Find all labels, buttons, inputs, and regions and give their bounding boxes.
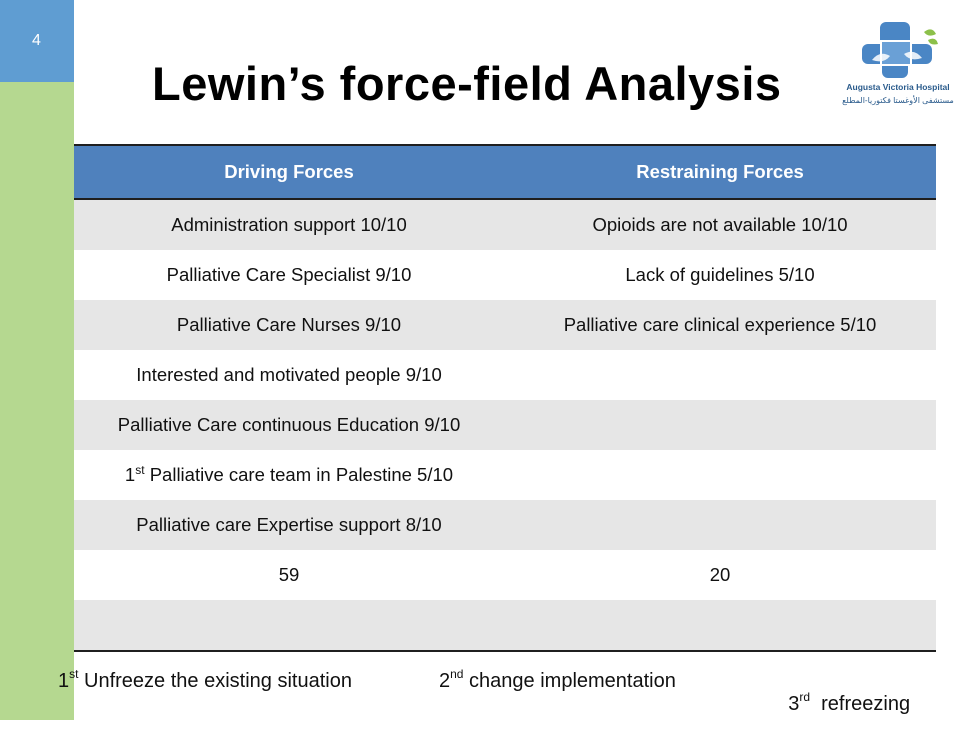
restraining-force-cell	[504, 350, 936, 400]
table-row: 1st Palliative care team in Palestine 5/…	[74, 450, 936, 500]
driving-force-text: Palliative care team in Palestine 5/10	[144, 464, 454, 486]
restraining-total-cell: 20	[504, 550, 936, 600]
driving-forces-header: Driving Forces	[74, 144, 504, 200]
ordinal-number: 1	[124, 464, 136, 486]
stage-refreeze: 3rd refreezing	[766, 670, 910, 739]
slide-number: 4	[0, 0, 74, 82]
driving-total-cell: 59	[74, 550, 504, 600]
stage-text: refreezing	[810, 693, 911, 715]
driving-force-cell: Palliative Care continuous Education 9/1…	[74, 400, 504, 450]
force-field-table: Driving Forces Restraining Forces Admini…	[74, 144, 936, 652]
stage-text: change implementation	[463, 670, 676, 692]
driving-force-cell: Palliative Care Specialist 9/10	[74, 250, 504, 300]
driving-force-cell: Administration support 10/10	[74, 199, 504, 250]
stage-ordinal: 1	[58, 670, 70, 692]
table-row: Palliative Care continuous Education 9/1…	[74, 400, 936, 450]
restraining-force-cell	[504, 600, 936, 652]
stage-unfreeze: 1st Unfreeze the existing situation	[58, 667, 352, 693]
change-stages: 1st Unfreeze the existing situation 2nd …	[0, 667, 960, 715]
restraining-force-cell: Opioids are not available 10/10	[504, 199, 936, 250]
table-header-row: Driving Forces Restraining Forces	[74, 144, 936, 200]
slide-number-text: 4	[32, 32, 41, 49]
stage-ordinal-suffix: st	[69, 667, 79, 681]
driving-force-cell: Palliative care Expertise support 8/10	[74, 500, 504, 550]
table-row	[74, 600, 936, 652]
ordinal-suffix: st	[135, 463, 145, 478]
slide-title: Lewin’s force-field Analysis	[152, 57, 782, 110]
driving-force-cell: Interested and motivated people 9/10	[74, 350, 504, 400]
logo-name-english: Augusta Victoria Hospital	[846, 82, 950, 92]
driving-force-cell: 1st Palliative care team in Palestine 5/…	[74, 450, 504, 500]
left-sidebar-band	[0, 0, 74, 720]
stage-change: 2nd change implementation	[439, 667, 676, 693]
driving-force-cell: Palliative Care Nurses 9/10	[74, 300, 504, 350]
restraining-force-cell	[504, 450, 936, 500]
logo-name-arabic: مستشفى الأوغستا فكتوريا-المطلع	[842, 96, 954, 105]
table-row: Administration support 10/10 Opioids are…	[74, 199, 936, 250]
restraining-forces-header: Restraining Forces	[504, 144, 936, 200]
stage-ordinal: 2	[439, 670, 451, 692]
table-row: Palliative care Expertise support 8/10	[74, 500, 936, 550]
stage-ordinal: 3	[788, 693, 800, 715]
stage-ordinal-suffix: nd	[450, 667, 464, 681]
driving-force-cell	[74, 600, 504, 652]
table-row: Palliative Care Nurses 9/10 Palliative c…	[74, 300, 936, 350]
restraining-force-cell: Lack of guidelines 5/10	[504, 250, 936, 300]
hospital-logo: Augusta Victoria Hospital مستشفى الأوغست…	[838, 18, 958, 118]
restraining-force-cell	[504, 500, 936, 550]
restraining-force-cell	[504, 400, 936, 450]
stage-ordinal-suffix: rd	[799, 690, 811, 704]
stage-text: Unfreeze the existing situation	[78, 670, 352, 692]
restraining-force-cell: Palliative care clinical experience 5/10	[504, 300, 936, 350]
table-row: Interested and motivated people 9/10	[74, 350, 936, 400]
hospital-logo-icon	[862, 22, 938, 78]
table-row-totals: 59 20	[74, 550, 936, 600]
table-row: Palliative Care Specialist 9/10 Lack of …	[74, 250, 936, 300]
